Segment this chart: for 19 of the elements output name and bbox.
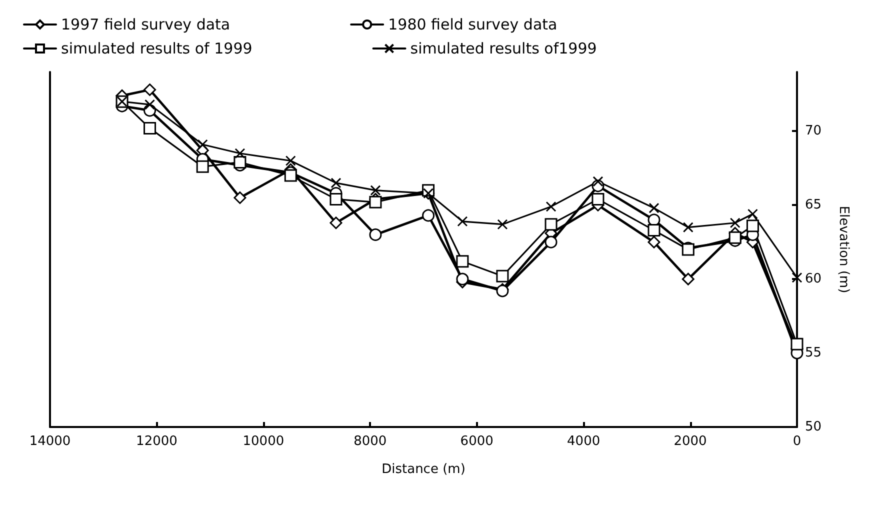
x-tick-label: 10000 [242,434,284,449]
y-tick-label: 60 [805,272,822,287]
y-tick-label: 55 [805,346,822,361]
x-tick-label: 2000 [674,434,707,449]
legend-label: simulated results of 1999 [61,40,252,58]
x-tick-label: 12000 [136,434,178,449]
x-tick-label: 8000 [354,434,387,449]
x-tick-label: 6000 [460,434,494,449]
x-tick-label: 4000 [567,434,600,449]
legend-label: simulated results of1999 [410,40,597,58]
x-tick-label: 0 [792,434,802,449]
x-tick-label: 14000 [29,434,71,449]
y-axis-title: Elevation (m) [836,206,851,294]
legend-label: 1997 field survey data [61,16,230,34]
x-axis-title: Distance (m) [382,462,466,477]
legend-label: 1980 field survey data [388,16,558,34]
y-tick-label: 50 [805,420,822,434]
y-tick-label: 65 [805,198,822,213]
y-tick-label: 70 [805,124,822,139]
